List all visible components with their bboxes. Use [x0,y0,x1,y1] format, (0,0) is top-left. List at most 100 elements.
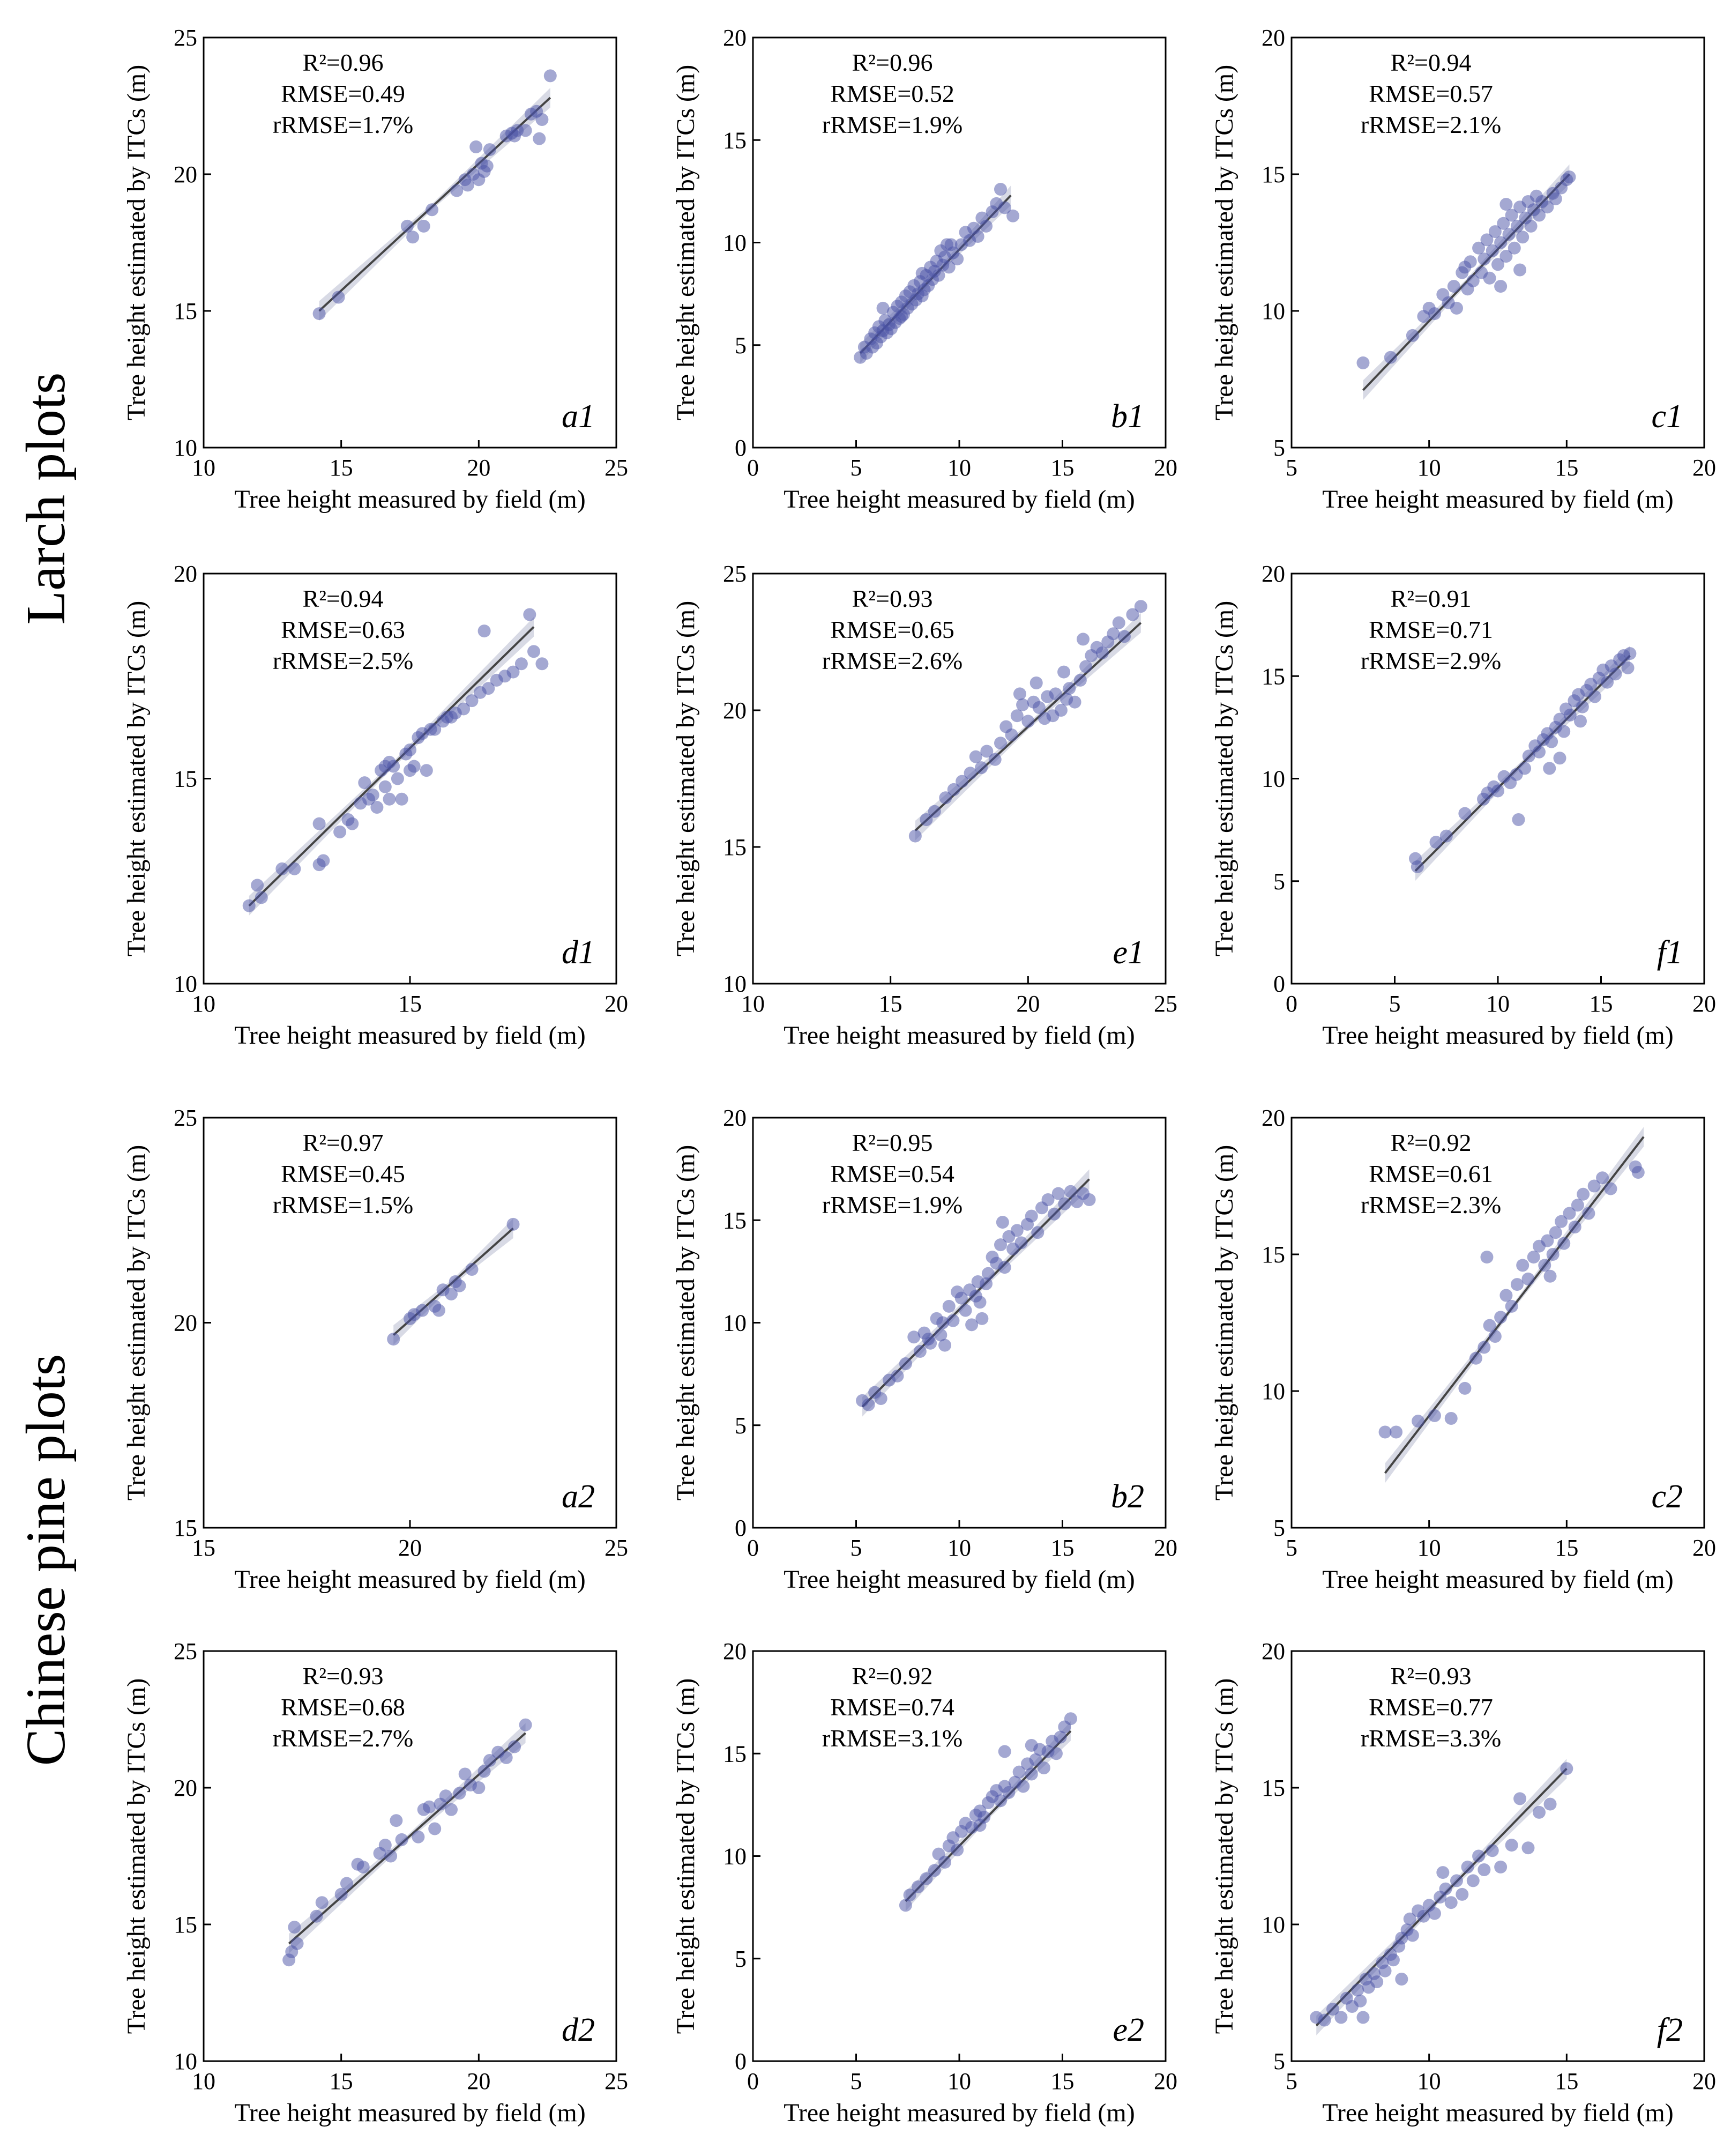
panel-b1: 0 5 10 15 20 0 5 10 15 20 Tree height measured by … [671,25,1177,514]
data-point [1478,252,1491,266]
data-point [964,767,977,780]
data-point [899,1357,912,1370]
data-point [1533,745,1546,759]
data-point [458,1767,472,1781]
data-point [1073,673,1087,687]
data-point [1545,735,1558,748]
stat-rrmse: rRMSE=2.6% [822,647,963,674]
data-point [994,183,1007,196]
y-tick-label: 5 [1273,435,1285,461]
data-point [1555,1215,1568,1228]
stat-rrmse: rRMSE=3.3% [1361,1724,1501,1752]
stat-rrmse: rRMSE=1.9% [822,1191,963,1218]
x-tick-label: 10 [192,2068,215,2094]
y-tick-label: 15 [1262,1241,1285,1268]
data-point [310,1909,323,1923]
data-point [951,1843,964,1857]
x-tick-label: 10 [192,991,215,1017]
data-point [1505,1839,1518,1852]
data-point [1494,280,1508,293]
data-point [1604,1182,1617,1195]
y-axis-label: Tree height estimated by ITCs (m) [122,65,151,420]
x-tick-label: 5 [850,2068,862,2094]
data-point [1428,307,1441,321]
data-point [383,792,396,806]
data-point [535,113,549,126]
data-point [1480,1251,1494,1264]
x-tick-label: 20 [467,455,490,481]
data-point [1488,1330,1502,1343]
panel-d1: 10 15 20 10 15 20 Tree height measured by fiel… [122,561,628,1050]
data-point [1002,1786,1016,1799]
y-tick-label: 25 [174,1105,197,1131]
panel-label: d1 [562,934,595,971]
data-point [1037,1761,1050,1775]
plot-frame [1290,1650,1705,2062]
y-tick-label: 15 [174,1912,197,1938]
data-point [998,201,1011,214]
data-point [404,764,416,777]
x-axis-label: Tree height measured by field (m) [234,1021,585,1050]
data-point [1510,219,1524,233]
y-tick-label: 20 [174,561,197,587]
data-point [1429,836,1443,849]
data-point [1014,1236,1028,1250]
stat-rrmse: rRMSE=2.3% [1361,1191,1501,1218]
data-point [1064,1712,1077,1726]
data-point [288,862,301,875]
data-point [1461,1860,1474,1874]
data-point [428,723,442,736]
data-point [932,269,945,282]
data-point [315,1896,329,1909]
x-axis-label: Tree height measured by field (m) [1322,2099,1673,2127]
data-point [275,862,289,875]
row-group-labels: Larch plots Chinese pine plots [15,373,77,1766]
stat-rmse: RMSE=0.49 [281,80,405,107]
data-point [1491,784,1504,798]
data-point [395,1833,408,1846]
stat-r2: R²=0.96 [852,49,933,76]
data-point [1048,1207,1061,1221]
data-point [457,702,471,716]
x-tick-label: 20 [1154,1535,1177,1561]
data-point [1013,687,1026,701]
x-tick-label: 10 [1486,991,1510,1017]
data-point [312,817,326,830]
data-point [1458,1381,1472,1395]
data-point [519,124,532,137]
stat-rrmse: rRMSE=2.5% [273,647,413,674]
data-point [956,775,969,788]
x-tick-label: 15 [192,1535,215,1561]
x-axis-label: Tree height measured by field (m) [1322,485,1673,514]
data-point [1621,661,1635,674]
panel-label: d2 [562,2012,595,2048]
data-point [432,1304,445,1317]
data-point [1054,1730,1067,1744]
y-axis-label: Tree height estimated by ITCs (m) [1210,1678,1238,2034]
data-point [1054,704,1068,717]
x-tick-label: 25 [605,1535,628,1561]
data-point [1444,1412,1458,1425]
y-tick-label: 20 [1262,25,1285,51]
data-point [1587,1179,1601,1193]
data-point [1631,1166,1645,1179]
plot-frame [752,573,1167,985]
data-point [1032,701,1046,714]
data-point [980,1277,993,1290]
data-point [1582,1207,1595,1220]
plot-frame [1290,573,1705,985]
y-tick-label: 25 [723,561,747,587]
x-tick-label: 15 [1555,2068,1578,2094]
data-point [1491,258,1504,271]
x-tick-label: 20 [467,2068,490,2094]
y-axis-label: Tree height estimated by ITCs (m) [122,1678,151,2034]
data-point [1596,1171,1609,1185]
x-tick-label: 20 [1154,455,1177,481]
data-point [975,1312,989,1325]
y-tick-label: 15 [174,298,197,324]
data-point [378,780,392,793]
y-axis-label: Tree height estimated by ITCs (m) [122,601,151,956]
data-point [1533,209,1546,222]
data-point [1483,271,1496,285]
